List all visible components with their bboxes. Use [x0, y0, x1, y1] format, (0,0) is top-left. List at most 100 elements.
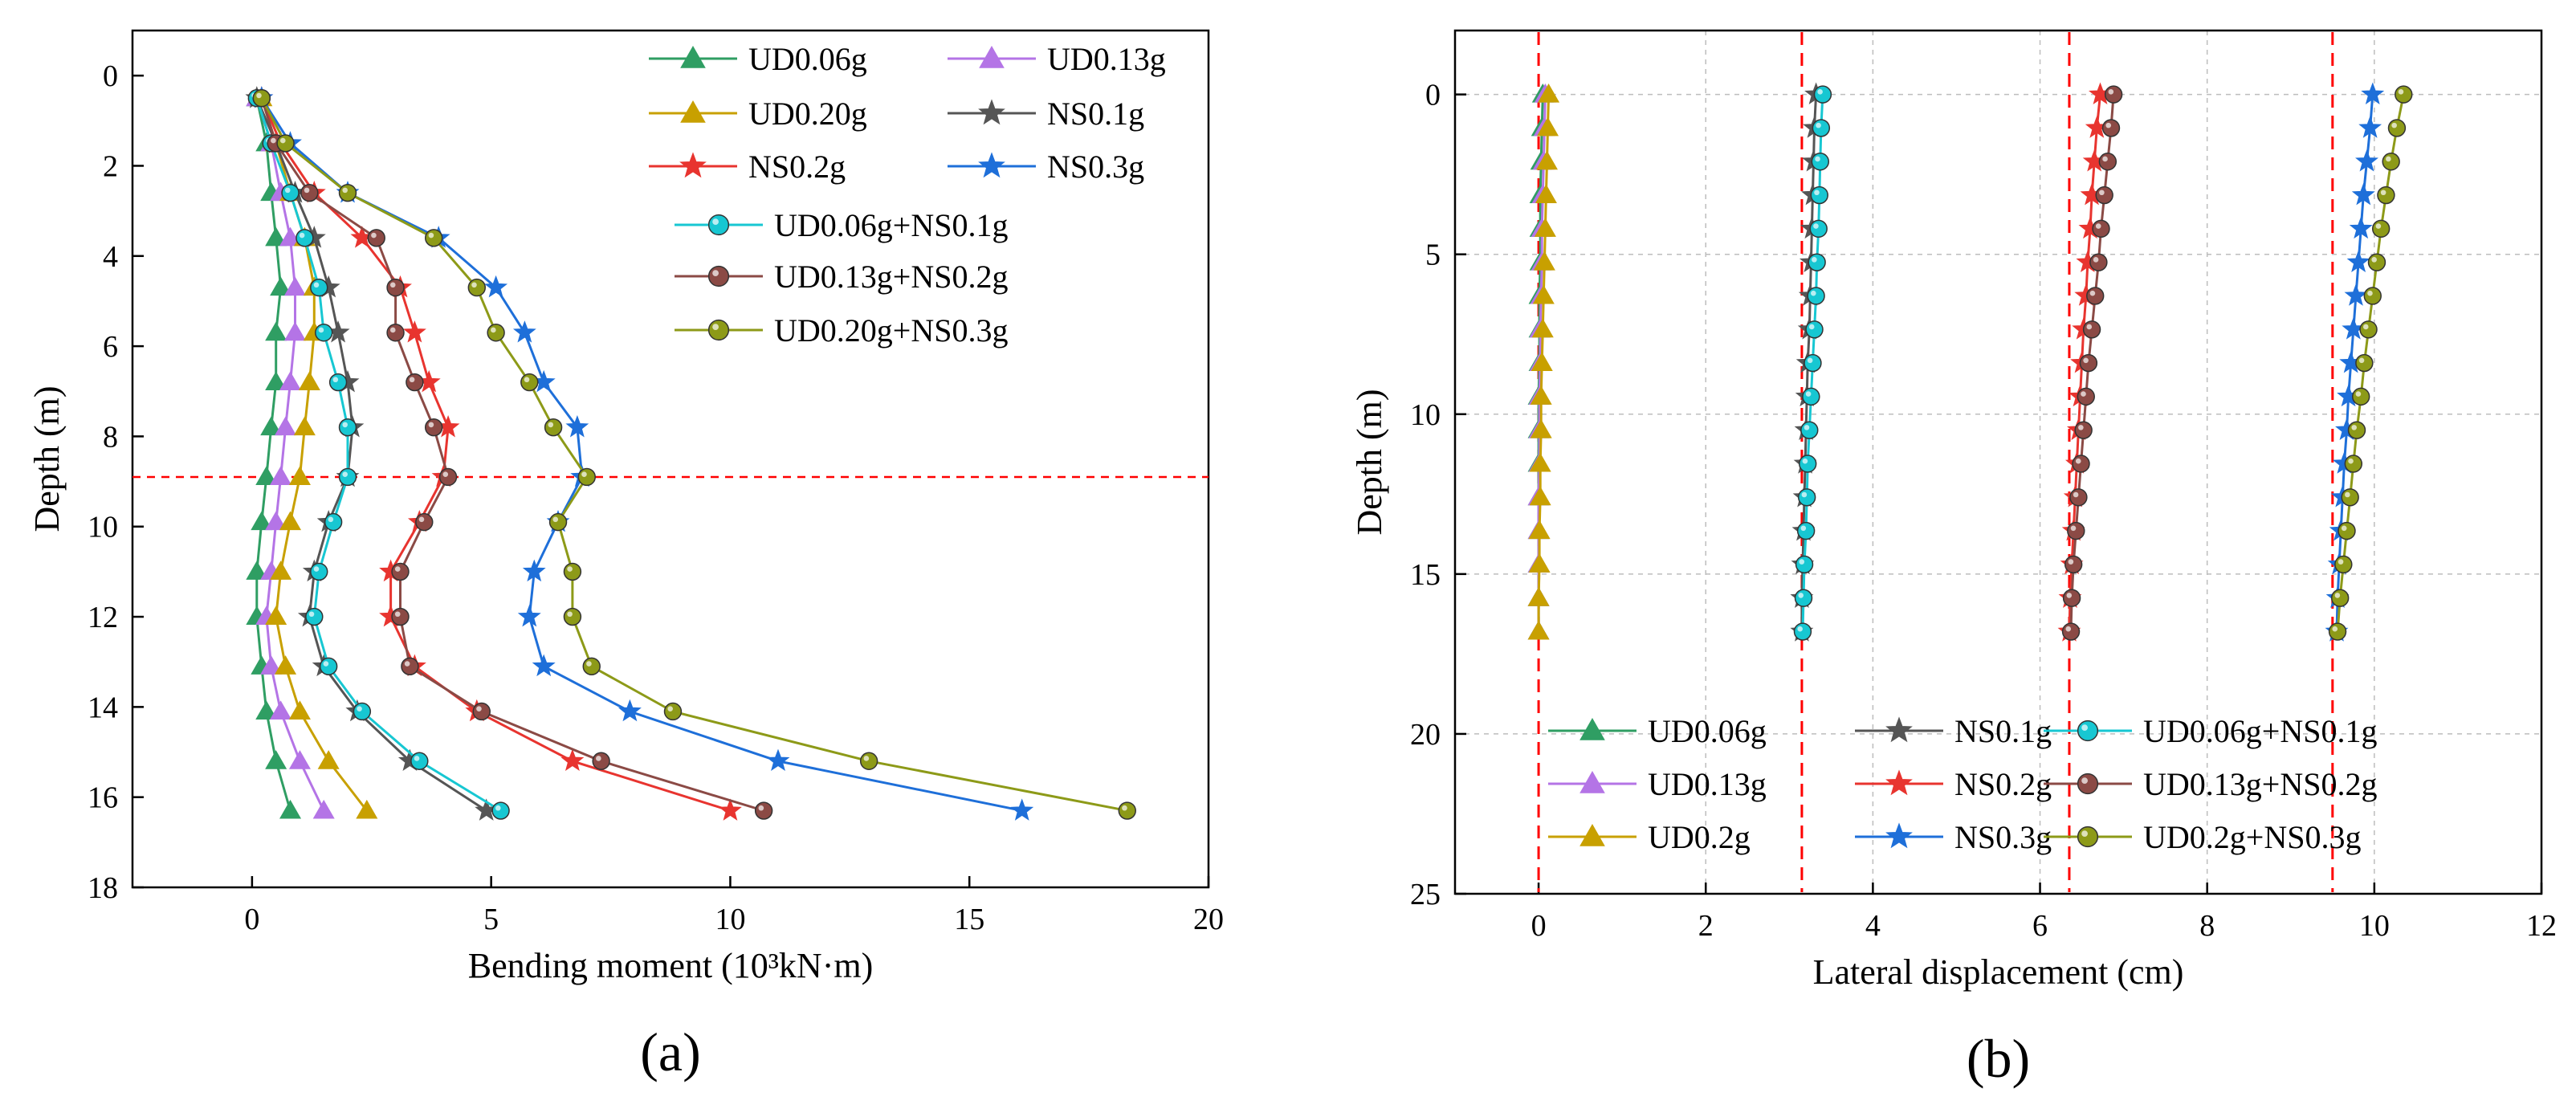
- data-point-ud0-06g-ns0-1g: [1800, 421, 1819, 439]
- data-point-ud0-06g-ns0-1g: [491, 801, 510, 820]
- marker-highlight: [313, 566, 320, 572]
- legend-item-ud0-06g: UD0.06g: [1548, 713, 1767, 749]
- marker-highlight: [2341, 525, 2347, 532]
- marker-highlight: [524, 377, 530, 383]
- marker-highlight: [863, 756, 870, 761]
- data-point-ud0-2g-ns0-3g: [2359, 320, 2378, 339]
- x-tick-label: 15: [954, 903, 984, 936]
- marker-highlight: [271, 137, 276, 144]
- legend-label: UD0.13g+NS0.2g: [774, 259, 1008, 295]
- marker-highlight: [1813, 223, 1819, 229]
- legend-item-ud0-20g-ns0-3g: UD0.20g+NS0.3g: [675, 312, 1008, 349]
- legend-label: UD0.13g: [1648, 766, 1767, 802]
- marker-highlight: [409, 377, 415, 383]
- x-tick-label: 12: [2526, 909, 2557, 943]
- marker-highlight: [323, 661, 329, 667]
- data-point-ud0-13g: [279, 371, 302, 391]
- marker-highlight: [2065, 626, 2072, 632]
- x-tick-label: 20: [1193, 903, 1224, 936]
- y-tick-label: 16: [88, 781, 118, 815]
- data-point-ud0-13g-ns0-2g: [2074, 421, 2093, 439]
- data-point-ns0-3g: [2355, 149, 2378, 172]
- data-point-ud0-2g: [1532, 284, 1555, 304]
- data-point-ud0-2g-ns0-3g: [2371, 219, 2391, 238]
- marker-highlight: [371, 232, 377, 238]
- marker-highlight: [394, 611, 401, 618]
- data-point-ud0-13g-ns0-2g: [2077, 387, 2095, 406]
- legend-item-ns0-2g: NS0.2g: [649, 149, 846, 185]
- data-point-ns0-3g: [2361, 82, 2385, 104]
- data-point-ud0-2g-ns0-3g: [2395, 85, 2413, 104]
- legend-item-ud0-13g: UD0.13g: [1548, 766, 1767, 802]
- data-point-ud0-20g-ns0-3g: [663, 702, 683, 721]
- marker-highlight: [2102, 156, 2108, 162]
- marker-highlight: [2095, 223, 2101, 229]
- data-point-ud0-13g-ns0-2g: [386, 278, 405, 297]
- data-point-ud0-06g-ns0-1g: [1812, 119, 1831, 137]
- data-point-ud0-20g-ns0-3g: [467, 278, 486, 297]
- data-point-ud0-13g-ns0-2g: [2082, 320, 2101, 339]
- data-point-ud0-13g-ns0-2g: [2061, 622, 2081, 641]
- data-point-ud0-13g-ns0-2g: [2069, 488, 2088, 507]
- legend: UD0.06g UD0.13g UD0.20g NS0.1g NS0.2g NS0.3g U…: [649, 41, 1166, 349]
- marker-highlight: [2391, 122, 2397, 128]
- x-tick-label: 6: [2032, 909, 2048, 943]
- legend-marker-ud0-06g: [1579, 718, 1605, 740]
- marker-highlight: [389, 282, 396, 288]
- marker-highlight: [596, 756, 601, 761]
- data-point-ns0-3g: [1010, 798, 1034, 821]
- marker-highlight: [2099, 190, 2105, 196]
- x-axis-label: Lateral displacement (cm): [1813, 952, 2184, 992]
- data-point-ud0-13g-ns0-2g: [386, 324, 405, 342]
- data-point-ud0-06g: [255, 700, 278, 720]
- data-point-ud0-13g: [283, 276, 307, 296]
- x-tick-label: 10: [715, 903, 745, 936]
- marker-highlight: [389, 327, 396, 333]
- data-point-ud0-20g: [275, 655, 297, 675]
- data-point-ud0-06g-ns0-1g: [1795, 555, 1814, 574]
- x-tick-label: 0: [1531, 909, 1547, 943]
- data-point-ud0-2g-ns0-3g: [2355, 353, 2374, 373]
- y-tick-label: 10: [88, 511, 118, 544]
- marker-highlight: [586, 661, 592, 667]
- data-point-ud0-06g-ns0-1g: [410, 752, 429, 770]
- data-point-ud0-06g-ns0-1g: [1802, 387, 1820, 406]
- data-point-ns0-3g: [517, 604, 541, 627]
- legend-marker-ns0-2g: [1885, 769, 1913, 796]
- legend-label: NS0.1g: [1047, 96, 1144, 132]
- marker-highlight: [2367, 290, 2373, 296]
- data-point-ud0-20g-ns0-3g: [520, 373, 539, 392]
- data-point-ud0-13g: [279, 226, 302, 247]
- marker-highlight: [2348, 458, 2354, 464]
- data-point-ud0-2g: [1535, 150, 1558, 170]
- legend-label: UD0.06g+NS0.1g: [774, 207, 1008, 243]
- marker-highlight: [2358, 357, 2365, 364]
- series-ud0-2g-ns0-3g: [2328, 85, 2413, 641]
- marker-highlight: [2108, 89, 2114, 95]
- series-line-ns0-3g: [260, 97, 1022, 812]
- y-tick-label: 0: [103, 59, 118, 93]
- legend-marker-ns0-1g: [1885, 716, 1913, 743]
- marker-highlight: [2081, 777, 2089, 784]
- data-point-ud0-13g-ns0-2g: [2067, 521, 2085, 540]
- data-point-ud0-20g: [317, 750, 340, 769]
- marker-highlight: [2380, 190, 2386, 196]
- data-point-ud0-2g-ns0-3g: [2351, 387, 2370, 406]
- marker-highlight: [284, 187, 291, 194]
- legend-item-ns0-2g: NS0.2g: [1855, 766, 2052, 802]
- data-point-ud0-13g-ns0-2g: [367, 229, 385, 247]
- marker-highlight: [1799, 559, 1805, 565]
- x-tick-label: 0: [244, 903, 259, 936]
- data-point-ud0-06g-ns0-1g: [1804, 353, 1822, 373]
- data-point-ud0-06g-ns0-1g: [310, 278, 328, 297]
- data-point-ns0-3g: [512, 320, 536, 343]
- data-point-ud0-20g-ns0-3g: [859, 752, 878, 770]
- data-point-ud0-20g-ns0-3g: [563, 607, 582, 626]
- data-point-ud0-20g: [270, 561, 292, 580]
- marker-highlight: [1812, 257, 1817, 263]
- data-point-ud0-06g: [246, 561, 268, 580]
- data-point-ud0-06g-ns0-1g: [310, 562, 328, 581]
- data-point-ud0-20g-ns0-3g: [338, 183, 357, 202]
- data-point-ud0-2g: [1530, 385, 1552, 405]
